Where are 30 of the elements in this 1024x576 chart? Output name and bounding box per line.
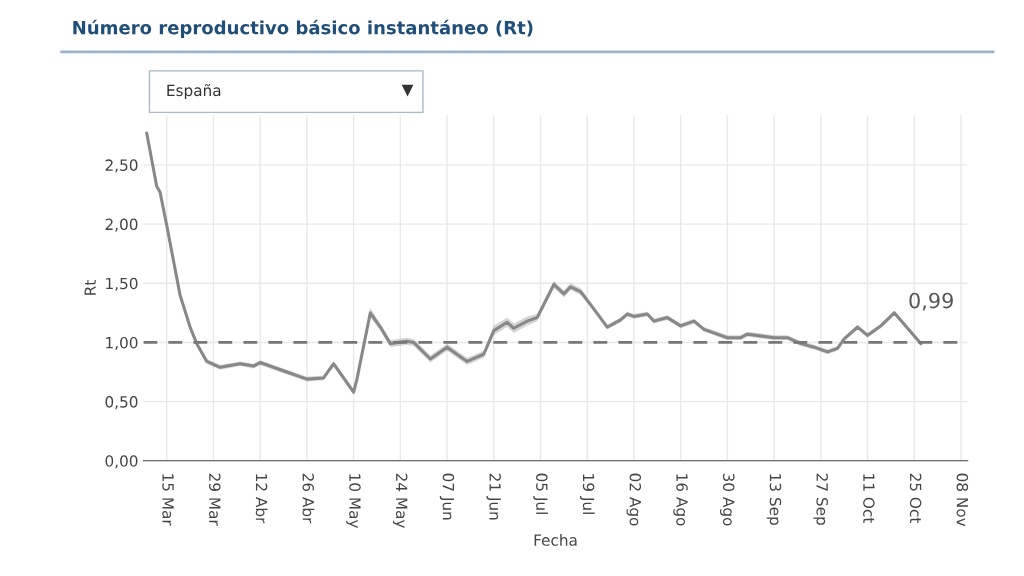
y-tick-label: 0,00 <box>105 455 138 469</box>
x-tick-label: 25 Oct <box>909 473 922 523</box>
x-tick-label: 13 Sep <box>766 474 782 525</box>
annotation: 0,99 <box>909 292 953 311</box>
x-tick-label: 10 May <box>346 474 361 529</box>
y-axis-title: Rt <box>84 280 96 295</box>
y-tick-label: 0,50 <box>105 396 138 410</box>
x-tick-label: 29 Mar <box>209 473 221 526</box>
x-tick-label: 15 Mar <box>162 474 174 526</box>
chart-title: Número reproductivo básico instantáneo (Rt) <box>73 19 533 38</box>
x-tick-label: 16 Ago <box>673 474 688 526</box>
x-tick-label: 19 Jul <box>579 474 595 514</box>
x-tick-label: 08 Nov <box>956 473 969 527</box>
y-tick-label: 2,50 <box>105 159 138 173</box>
x-tick-label: 27 Sep <box>813 473 828 525</box>
x-tick-label: 07 Jun <box>439 473 455 520</box>
text: España <box>167 84 221 100</box>
x-tick-label: 02 Ago <box>626 473 642 526</box>
x-tick-label: 30 Ago <box>720 473 735 526</box>
x-tick-label: 24 May <box>392 473 408 529</box>
x-tick-label: 12 Abr <box>255 474 268 524</box>
x-tick-label: 26 Abr <box>302 473 315 524</box>
y-tick-label: 2,00 <box>105 218 138 232</box>
x-tick-label: 11 Oct <box>863 474 875 523</box>
text: ▼ <box>401 84 414 97</box>
y-tick-label: 1,50 <box>106 277 138 291</box>
x-tick-label: 05 Jul <box>533 473 548 514</box>
y-tick-label: 1,00 <box>106 336 138 351</box>
x-axis-title: Fecha <box>534 534 577 546</box>
x-tick-label: 21 Jun <box>486 473 501 520</box>
